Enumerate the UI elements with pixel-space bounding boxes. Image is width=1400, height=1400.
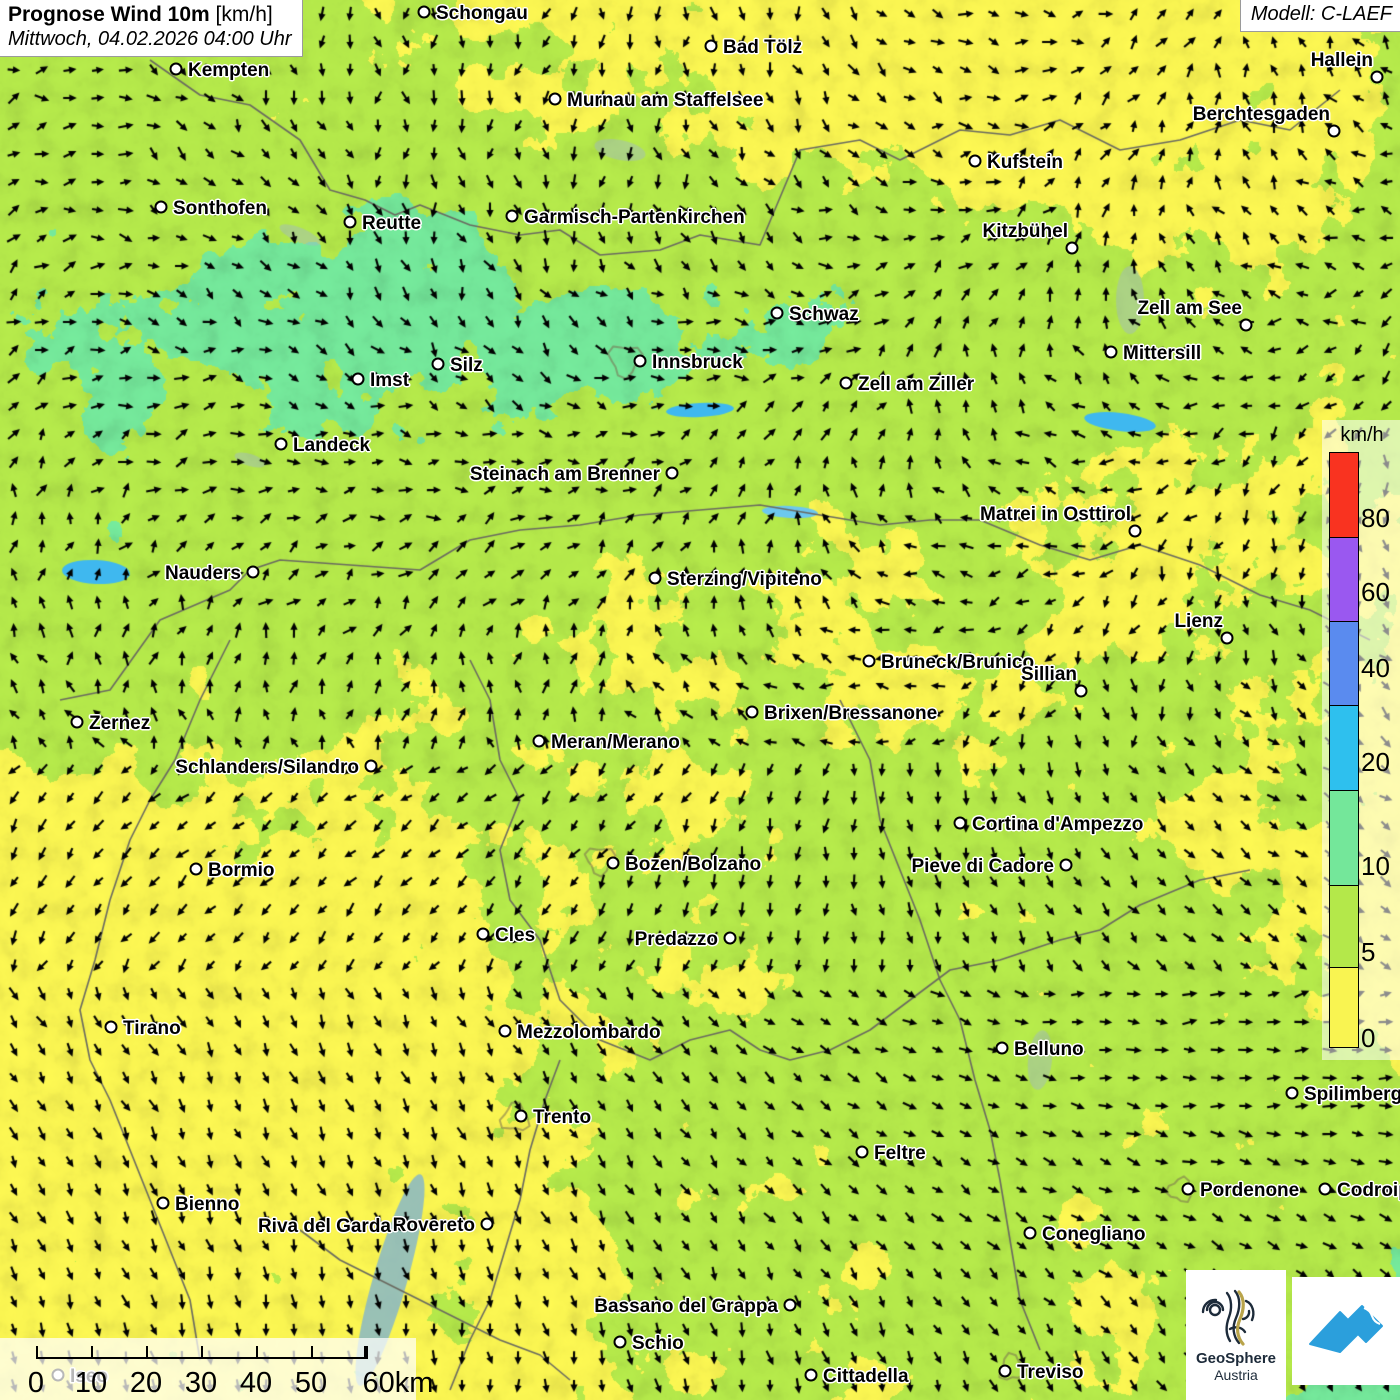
colorbar-band-40 [1330, 621, 1358, 706]
colorbar [1329, 452, 1359, 1048]
title-variable: Prognose Wind 10m [8, 3, 210, 26]
scale-label-50: 50 [294, 1367, 328, 1399]
scale-label-10: 10 [74, 1367, 108, 1399]
colorbar-tick-0: 0 [1361, 1023, 1376, 1053]
geosphere-logo-line1: GeoSphere [1195, 1349, 1277, 1367]
colorbar-tick-20: 20 [1361, 747, 1390, 777]
colorbar-tick-60: 60 [1361, 577, 1390, 607]
scale-tick [91, 1346, 93, 1359]
geosphere-logo-line2: Austria [1214, 1366, 1258, 1383]
scale-tick [311, 1346, 313, 1359]
model-box: Modell: C-LAEF [1239, 0, 1400, 32]
model-label: Modell: C-LAEF [1250, 3, 1392, 25]
map-title-box: Prognose Wind 10m [km/h] Mittwoch, 04.02… [0, 0, 303, 58]
scale-label-0: 0 [27, 1367, 45, 1399]
scale-label-40: 40 [239, 1367, 273, 1399]
scale-tick [146, 1346, 148, 1359]
colorbar-band-10 [1330, 789, 1358, 885]
scale-tick [366, 1346, 368, 1359]
title-unit: [km/h] [215, 3, 273, 26]
scale-tick [201, 1346, 203, 1359]
colorbar-tick-10: 10 [1361, 851, 1390, 881]
colorbar-band-0 [1330, 966, 1358, 1047]
page-title: Prognose Wind 10m [km/h] [8, 3, 292, 27]
scale-label-20: 20 [129, 1367, 163, 1399]
colorbar-tick-5: 5 [1361, 937, 1376, 967]
scale-tick [36, 1346, 38, 1359]
colorbar-band-5 [1330, 884, 1358, 967]
geosphere-mark-icon [1201, 1289, 1255, 1346]
legend-unit-label: km/h [1340, 424, 1384, 446]
colorbar-tick-80: 80 [1361, 503, 1390, 533]
blue-arrow-icon [1309, 1305, 1383, 1353]
colorbar-band-60 [1330, 537, 1358, 622]
geosphere-austria-logo: GeoSphere Austria [1186, 1270, 1286, 1400]
secondary-arrow-logo [1292, 1277, 1400, 1385]
scale-bar-box: 0 10 20 30 40 50 60km [0, 1338, 433, 1400]
forecast-datetime: Mittwoch, 04.02.2026 04:00 Uhr [8, 28, 292, 51]
colorbar-band-80 [1330, 453, 1358, 538]
colorbar-tick-40: 40 [1361, 653, 1390, 683]
scale-label-60km: 60km [362, 1367, 434, 1399]
scale-label-30: 30 [184, 1367, 218, 1399]
scale-tick [256, 1346, 258, 1359]
colorbar-band-20 [1330, 705, 1358, 790]
